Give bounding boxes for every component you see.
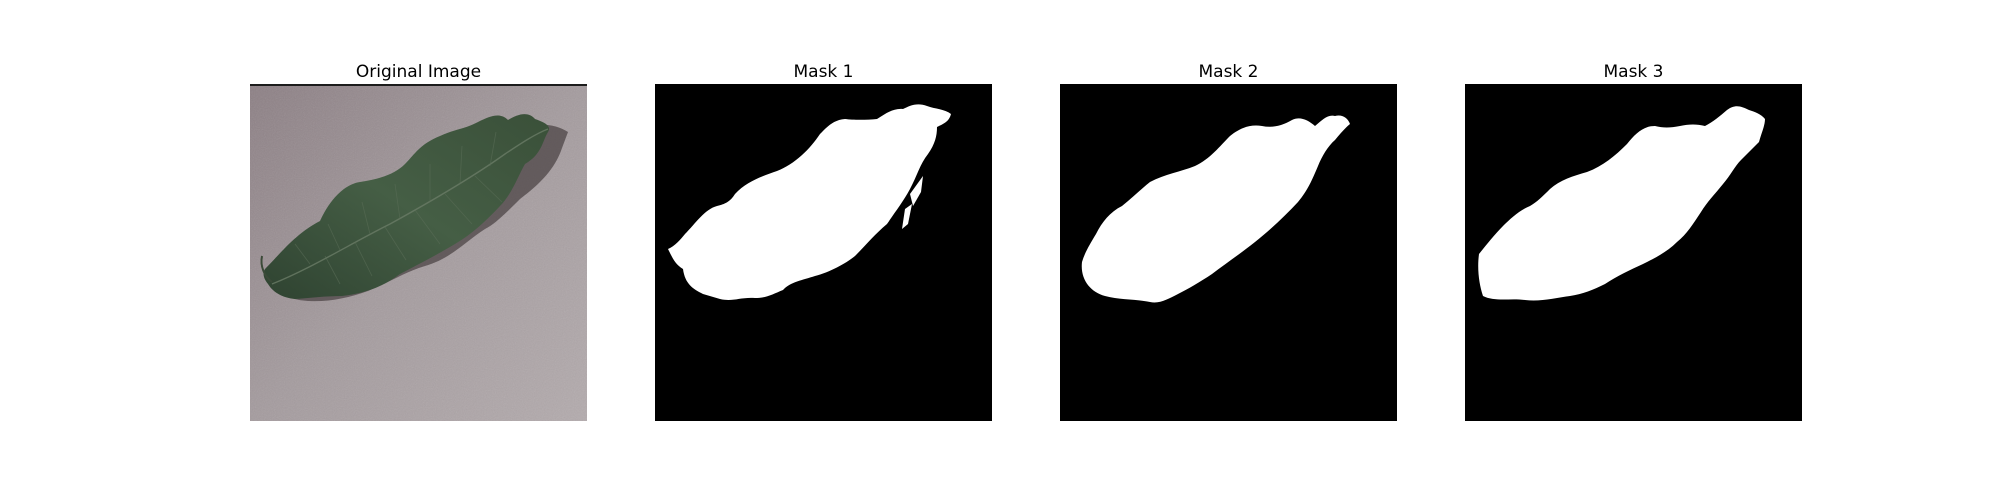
mask-region <box>1478 106 1765 301</box>
original-leaf-photo <box>250 84 587 421</box>
leaf-stem <box>260 255 273 283</box>
mask-2-image <box>1060 84 1397 421</box>
leaf-veins <box>294 131 503 285</box>
mask-1-image <box>655 84 992 421</box>
panel-title: Mask 3 <box>1603 62 1664 82</box>
mask-3-image <box>1465 84 1802 421</box>
panel-title: Mask 2 <box>1198 62 1259 82</box>
mask-fragment <box>910 176 923 206</box>
panel-mask-1: Mask 1 <box>655 61 992 422</box>
mask-fragment <box>902 204 912 229</box>
panel-mask-3: Mask 3 <box>1465 61 1802 422</box>
top-border <box>250 84 587 86</box>
panel-original-image: Original Image <box>250 61 587 422</box>
mask-region <box>1081 115 1350 303</box>
mask-region <box>668 104 951 300</box>
panel-title: Mask 1 <box>793 62 854 82</box>
panel-title: Original Image <box>355 62 482 82</box>
panel-mask-2: Mask 2 <box>1060 61 1397 422</box>
